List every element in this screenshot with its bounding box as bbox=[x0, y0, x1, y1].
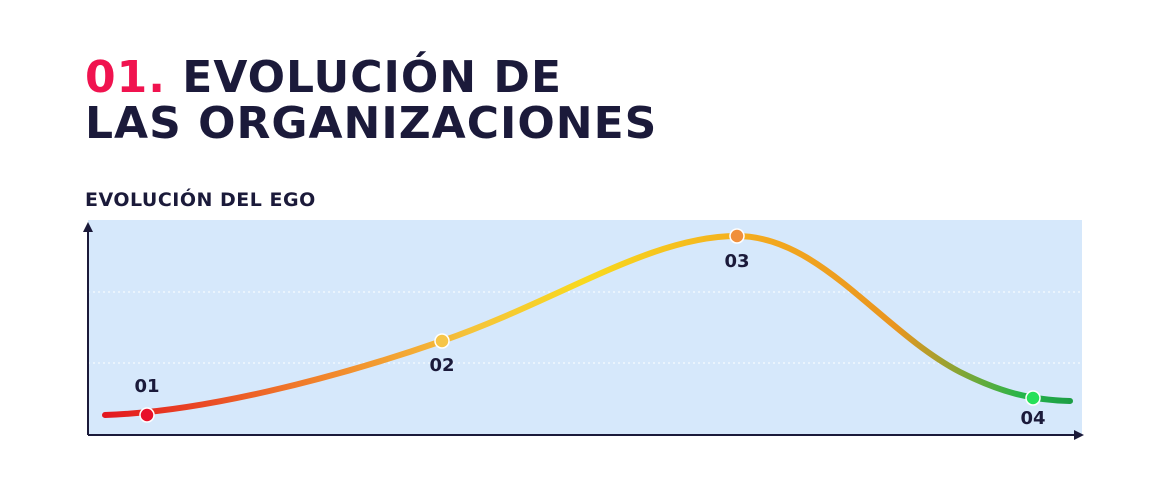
title-line-2: LAS ORGANIZACIONES bbox=[85, 98, 657, 149]
title-line-1: 01. EVOLUCIÓN DE bbox=[85, 50, 562, 103]
point-label: 04 bbox=[1020, 408, 1045, 429]
point-marker bbox=[434, 333, 450, 349]
title-number: 01. bbox=[85, 52, 166, 103]
point-marker bbox=[139, 407, 155, 423]
x-axis-arrow bbox=[1074, 430, 1084, 440]
point-label: 02 bbox=[429, 355, 454, 376]
point-label: 01 bbox=[134, 376, 159, 397]
point-marker bbox=[729, 228, 745, 244]
ego-curve bbox=[102, 232, 1073, 418]
y-axis-arrow bbox=[83, 222, 93, 232]
plot-area bbox=[88, 220, 1082, 435]
point-marker bbox=[1025, 390, 1041, 406]
point-label: 03 bbox=[724, 251, 749, 272]
chart-title: EVOLUCIÓN DEL EGO bbox=[85, 187, 316, 211]
title-text: EVOLUCIÓN DE bbox=[182, 50, 562, 103]
points: 01 02 03 04 bbox=[134, 228, 1046, 429]
